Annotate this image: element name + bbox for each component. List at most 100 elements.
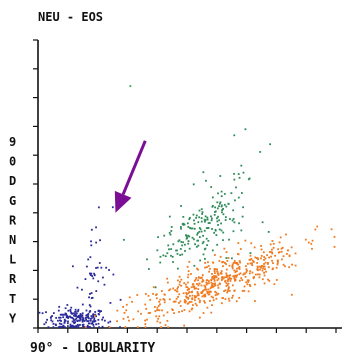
data-point bbox=[125, 309, 128, 312]
data-point bbox=[74, 315, 76, 317]
data-point bbox=[191, 290, 194, 293]
data-point bbox=[268, 279, 271, 282]
data-point bbox=[227, 282, 230, 285]
data-point bbox=[220, 279, 223, 281]
data-point bbox=[333, 235, 336, 238]
data-point bbox=[90, 317, 93, 320]
data-point bbox=[87, 313, 90, 315]
data-point bbox=[233, 221, 236, 224]
data-point bbox=[75, 315, 77, 317]
data-point bbox=[156, 306, 159, 309]
data-point bbox=[252, 260, 255, 263]
data-point bbox=[204, 262, 207, 264]
data-point bbox=[186, 265, 189, 268]
data-point bbox=[258, 265, 261, 268]
data-point bbox=[218, 205, 220, 208]
x-axis-label: 90° - LOBULARITY bbox=[30, 341, 155, 356]
data-point bbox=[176, 249, 178, 252]
data-point bbox=[92, 326, 95, 329]
data-point bbox=[207, 227, 210, 229]
data-point bbox=[77, 314, 80, 317]
data-point bbox=[238, 260, 241, 262]
data-point bbox=[98, 262, 101, 264]
data-point bbox=[49, 316, 52, 319]
data-point bbox=[273, 283, 276, 286]
data-point bbox=[269, 251, 271, 253]
data-point bbox=[233, 172, 235, 175]
data-point bbox=[214, 276, 217, 279]
data-point bbox=[211, 275, 214, 278]
data-point bbox=[72, 326, 75, 328]
data-point bbox=[196, 267, 198, 270]
data-point bbox=[228, 289, 231, 292]
data-point bbox=[287, 249, 289, 252]
data-point bbox=[233, 261, 236, 264]
data-point bbox=[224, 279, 227, 282]
data-point bbox=[158, 309, 161, 312]
data-point bbox=[267, 261, 269, 264]
data-point bbox=[197, 221, 200, 224]
data-point bbox=[91, 275, 94, 277]
data-point bbox=[221, 261, 224, 264]
data-point bbox=[280, 247, 283, 250]
data-point bbox=[55, 316, 58, 319]
data-point bbox=[92, 324, 95, 326]
data-point bbox=[209, 267, 211, 270]
data-point bbox=[248, 284, 251, 286]
data-point bbox=[263, 274, 266, 277]
data-point bbox=[88, 304, 91, 306]
data-point bbox=[179, 300, 182, 303]
data-point bbox=[195, 304, 198, 307]
data-point bbox=[213, 278, 216, 281]
data-point bbox=[214, 290, 217, 293]
data-point bbox=[168, 298, 171, 301]
data-point bbox=[235, 270, 238, 273]
data-point bbox=[195, 296, 197, 298]
data-point bbox=[217, 292, 220, 295]
data-point bbox=[102, 276, 104, 279]
data-point bbox=[185, 286, 188, 288]
data-point bbox=[237, 253, 239, 255]
data-point bbox=[128, 296, 131, 299]
data-point bbox=[195, 277, 198, 279]
data-point bbox=[264, 257, 267, 260]
data-point bbox=[116, 320, 118, 323]
data-point bbox=[242, 206, 244, 209]
data-point bbox=[96, 266, 99, 269]
data-point bbox=[181, 253, 184, 256]
data-point bbox=[220, 195, 223, 198]
data-point bbox=[157, 317, 160, 320]
data-point bbox=[157, 305, 160, 307]
data-point bbox=[194, 296, 196, 299]
data-point bbox=[191, 298, 194, 301]
data-point bbox=[188, 310, 191, 313]
data-point bbox=[70, 326, 73, 329]
data-point bbox=[131, 300, 133, 303]
data-point bbox=[179, 280, 181, 283]
data-point bbox=[197, 279, 200, 282]
data-point bbox=[280, 258, 283, 261]
data-point bbox=[260, 266, 262, 269]
data-point bbox=[166, 311, 169, 314]
data-point bbox=[47, 326, 50, 329]
data-point bbox=[214, 210, 217, 213]
data-point bbox=[222, 231, 225, 234]
data-point bbox=[185, 235, 188, 237]
data-point bbox=[233, 289, 236, 292]
data-point bbox=[211, 205, 214, 208]
data-point bbox=[43, 323, 46, 326]
data-point bbox=[147, 312, 150, 315]
data-point bbox=[238, 273, 241, 276]
data-point bbox=[193, 287, 196, 290]
data-point bbox=[79, 316, 82, 319]
data-point bbox=[213, 285, 216, 287]
data-point bbox=[234, 271, 237, 274]
data-point bbox=[164, 324, 167, 327]
data-point bbox=[69, 323, 72, 326]
data-point bbox=[285, 233, 287, 236]
data-point bbox=[202, 290, 204, 292]
data-point bbox=[60, 323, 63, 325]
data-point bbox=[153, 306, 156, 308]
data-point bbox=[74, 318, 77, 321]
